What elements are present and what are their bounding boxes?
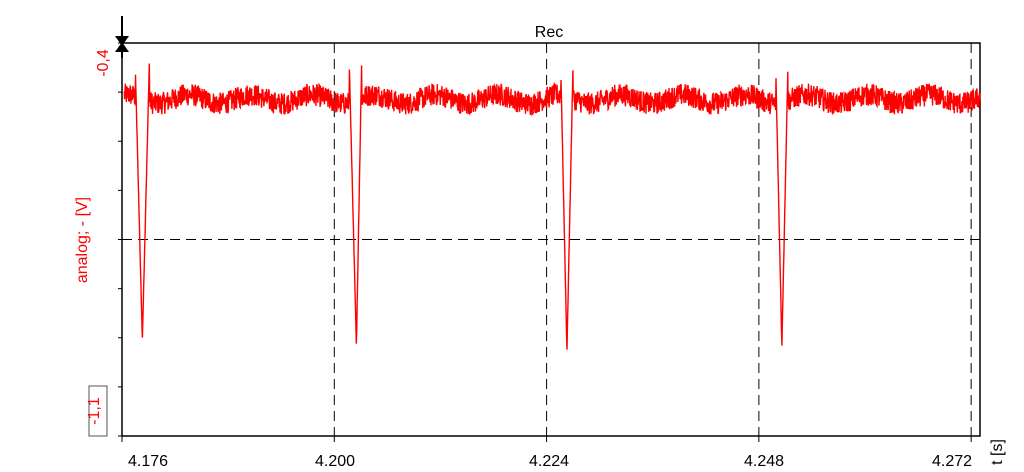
x-tick-label-1: 4.200 xyxy=(315,453,355,470)
cursor-marker-icon[interactable] xyxy=(115,16,129,58)
chart-title: Rec xyxy=(535,24,563,41)
x-axis-ticks xyxy=(121,436,972,442)
x-axis-label: t [s] xyxy=(989,439,1006,465)
y-axis-label: analog; - [V] xyxy=(74,197,91,283)
x-tick-label-0: 4.176 xyxy=(128,453,168,470)
y-tick-label-box xyxy=(88,385,108,437)
series-line-analog xyxy=(123,63,981,350)
y-axis-ticks xyxy=(118,42,122,437)
y-tick-label-top: -0,4 xyxy=(95,49,112,77)
y-tick-label-bottom: -1,1 xyxy=(86,397,103,425)
x-tick-label-3: 4.248 xyxy=(744,453,784,470)
x-tick-label-4: 4.272 xyxy=(932,453,972,470)
x-tick-label-2: 4.224 xyxy=(529,453,569,470)
